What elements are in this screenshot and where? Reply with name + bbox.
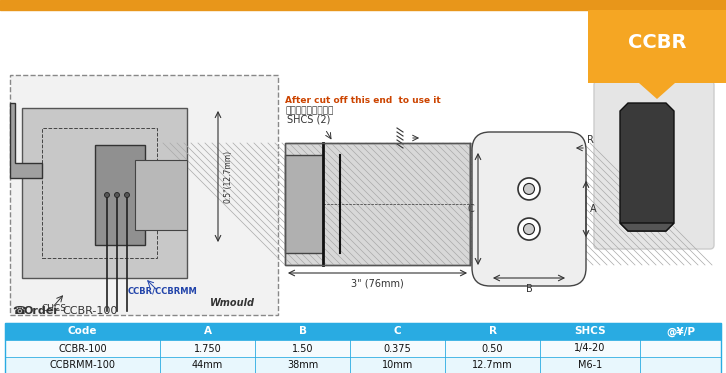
Text: 1.50: 1.50 [292,344,313,354]
FancyBboxPatch shape [472,132,586,286]
Text: After cut off this end  to use it: After cut off this end to use it [285,96,441,105]
Text: 3" (76mm): 3" (76mm) [351,279,404,289]
Bar [285,143,470,265]
Circle shape [115,192,120,197]
Bar [0,0,726,10]
Text: C: C [393,326,401,336]
Text: CCBRMM-100: CCBRMM-100 [49,360,115,370]
Text: 0.5"(12.7mm): 0.5"(12.7mm) [223,150,232,203]
Bar [5,323,721,373]
Text: 可从此端截断后使用: 可从此端截断后使用 [285,106,333,115]
Bar [285,143,470,265]
Text: CCBR-100: CCBR-100 [58,344,107,354]
Polygon shape [620,223,674,231]
Bar [285,155,323,253]
Text: B: B [298,326,306,336]
Text: A: A [203,326,211,336]
Bar [22,108,187,278]
Circle shape [523,184,534,194]
Text: R: R [587,135,593,145]
Polygon shape [588,10,726,99]
Text: Code: Code [68,326,97,336]
Bar [10,75,278,315]
Bar [5,357,721,373]
Text: ☎: ☎ [12,306,26,316]
Bar [135,160,187,230]
Text: CCBR/CCBRMM: CCBR/CCBRMM [128,286,197,295]
Text: 0.50: 0.50 [482,344,503,354]
Text: C: C [468,204,474,214]
Text: SHCS: SHCS [574,326,605,336]
Circle shape [518,178,540,200]
Circle shape [105,192,110,197]
Bar [5,340,721,357]
Text: R: R [489,326,497,336]
Text: CCBR-100: CCBR-100 [62,306,118,316]
Text: B: B [526,284,532,294]
Text: Wmould: Wmould [210,298,255,308]
Text: 44mm: 44mm [192,360,223,370]
Bar [95,145,145,245]
Bar [5,323,721,340]
Text: SHCS (2): SHCS (2) [287,115,330,125]
Text: @¥/P: @¥/P [666,326,695,337]
Text: 0.375: 0.375 [383,344,412,354]
Text: A: A [590,204,597,214]
Text: 1.750: 1.750 [194,344,221,354]
Text: 38mm: 38mm [287,360,318,370]
Circle shape [523,223,534,235]
Text: CCBR: CCBR [628,33,686,52]
Text: 12.7mm: 12.7mm [472,360,513,370]
Polygon shape [620,103,674,231]
Text: Order: Order [24,306,60,316]
Polygon shape [10,103,42,178]
Circle shape [124,192,129,197]
Bar [42,128,157,258]
Text: CHCS: CHCS [42,304,67,313]
Circle shape [518,218,540,240]
FancyBboxPatch shape [594,81,714,249]
Text: 1/4-20: 1/4-20 [574,344,605,354]
Text: 10mm: 10mm [382,360,413,370]
Text: M6-1: M6-1 [578,360,602,370]
